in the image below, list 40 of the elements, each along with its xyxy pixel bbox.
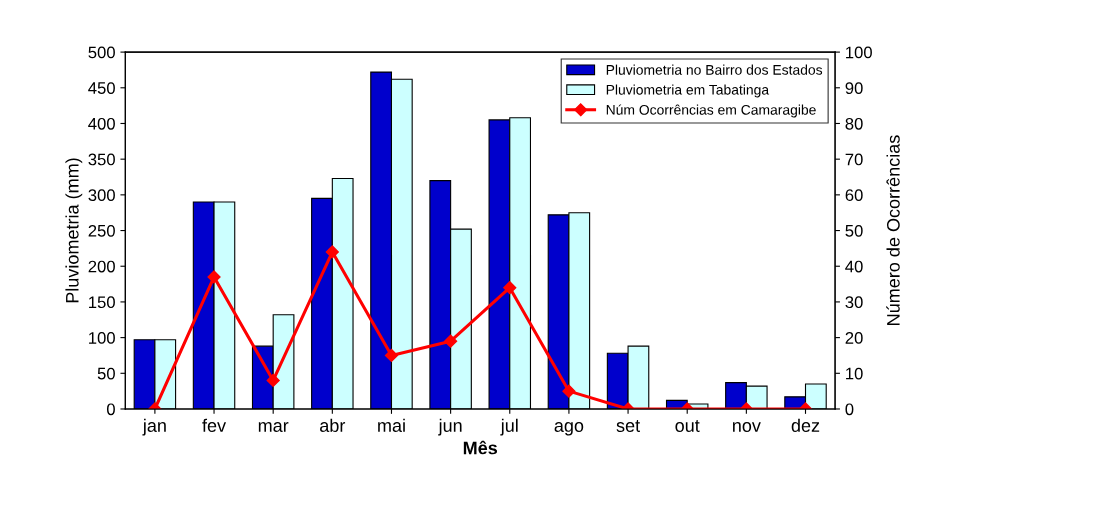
y-axis-title: Pluviometria (mm) <box>65 158 83 303</box>
y2-tick-label: 0 <box>845 403 854 416</box>
x-tick-label: fev <box>202 418 227 432</box>
y-tick-label: 150 <box>89 296 115 309</box>
y2-tick-label: 70 <box>845 153 863 166</box>
y-tick-label: 400 <box>88 117 115 130</box>
x-tick-label: jun <box>438 418 462 436</box>
y2-tick-label: 10 <box>846 367 863 380</box>
x-tick-label: nov <box>733 422 761 432</box>
y-tick-label: 200 <box>88 260 115 273</box>
x-tick-label: dez <box>791 418 820 432</box>
y2-tick-label: 50 <box>845 224 863 237</box>
y2-tick-label: 20 <box>845 332 863 344</box>
legend-label: Pluviometria no Bairro dos Estados <box>606 64 823 75</box>
y2-tick-label: 90 <box>845 82 863 94</box>
y-tick-label: 250 <box>88 224 115 237</box>
y2-tick-label: 100 <box>846 46 872 59</box>
y-tick-label: 500 <box>88 46 115 59</box>
x-tick-label: ago <box>554 422 584 436</box>
legend-label: Núm Ocorrências em Camaragibe <box>606 104 816 118</box>
y-tick-label: 300 <box>88 189 115 202</box>
legend-label: Pluviometria em Tabatinga <box>606 84 770 98</box>
y2-tick-label: 40 <box>845 260 863 273</box>
x-tick-label: out <box>675 420 700 432</box>
y-tick-label: 50 <box>97 367 115 380</box>
x-tick-label: mar <box>258 422 289 432</box>
y2-tick-label: 60 <box>845 189 863 202</box>
y-tick-label: 350 <box>88 153 115 166</box>
y-tick-label: 450 <box>88 82 115 94</box>
x-axis-title: Mês <box>463 440 498 455</box>
y-tick-label: 100 <box>89 332 115 344</box>
x-tick-label: set <box>616 420 640 432</box>
y-tick-label: 0 <box>106 403 115 416</box>
x-tick-label: mai <box>378 418 405 432</box>
y2-tick-label: 30 <box>845 296 863 309</box>
y2-tick-label: 80 <box>845 117 863 130</box>
x-tick-label: abr <box>320 418 346 432</box>
y2-axis-title: Número de Ocorrências <box>886 135 900 325</box>
x-tick-label: jul <box>500 418 518 436</box>
x-tick-label: jan <box>142 418 166 436</box>
